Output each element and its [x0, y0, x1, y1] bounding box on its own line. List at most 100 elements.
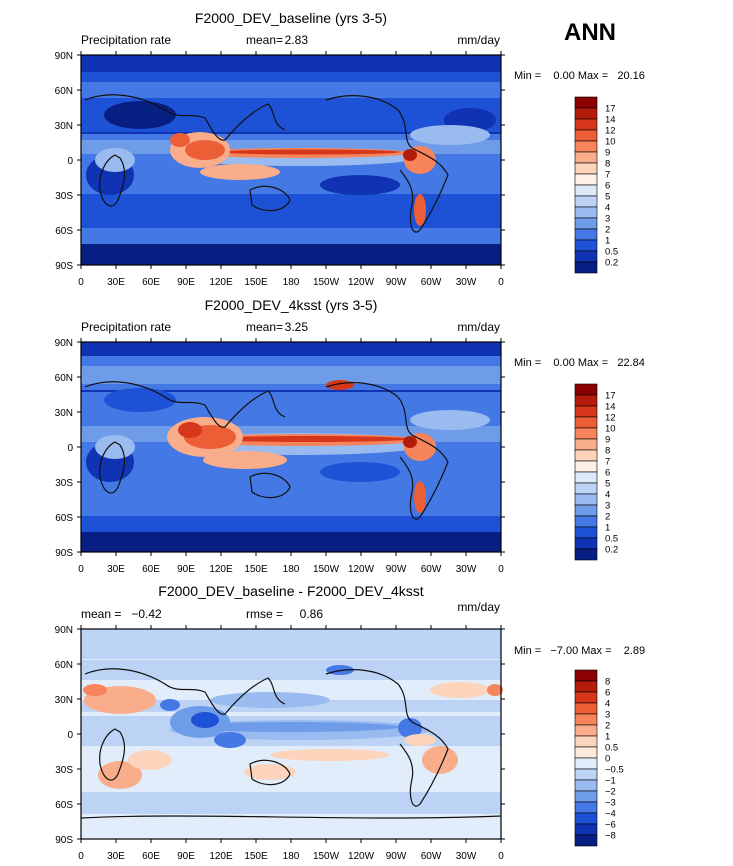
- colorbar-label: 3: [605, 501, 610, 512]
- panel-1-y-axis: 90N 60N 30N 0 30S 60S 90S: [55, 51, 74, 272]
- svg-text:90E: 90E: [177, 564, 195, 575]
- colorbar-label: 9: [605, 148, 610, 159]
- colorbar-label: 7: [605, 170, 610, 181]
- colorbar-swatch: [574, 394, 598, 407]
- colorbar-swatch: [574, 834, 598, 847]
- svg-text:60S: 60S: [55, 226, 73, 237]
- svg-text:90E: 90E: [177, 851, 195, 862]
- colorbar-swatch: [574, 691, 598, 704]
- svg-text:90N: 90N: [55, 51, 73, 62]
- colorbar-label: −3: [605, 798, 616, 809]
- colorbar-label: 0.2: [605, 545, 618, 556]
- svg-text:150W: 150W: [313, 564, 340, 575]
- colorbar-label: 5: [605, 192, 610, 203]
- svg-text:60E: 60E: [142, 277, 160, 288]
- panel-2-units: mm/day: [457, 320, 500, 334]
- colorbar-label: 4: [605, 699, 610, 710]
- colorbar-swatch: [574, 96, 598, 109]
- svg-text:90E: 90E: [177, 277, 195, 288]
- colorbar-label: 1: [605, 523, 610, 534]
- svg-text:60N: 60N: [55, 373, 73, 384]
- colorbar-label: 0.5: [605, 743, 618, 754]
- colorbar-label: −2: [605, 787, 616, 798]
- colorbar-label: 9: [605, 435, 610, 446]
- colorbar-label: 8: [605, 677, 610, 688]
- svg-text:90W: 90W: [386, 851, 407, 862]
- svg-text:30E: 30E: [107, 564, 125, 575]
- panel-3-x-axis: 0 30E 60E 90E 120E 150E 180 150W 120W 90W 60W 30W 0: [78, 851, 504, 862]
- colorbar-label: 4: [605, 490, 610, 501]
- colorbar-label: 4: [605, 203, 610, 214]
- svg-text:30E: 30E: [107, 851, 125, 862]
- panel-2-coastlines: [84, 381, 449, 520]
- colorbar-swatch: [574, 680, 598, 693]
- colorbar-label: 1: [605, 236, 610, 247]
- svg-text:0: 0: [78, 851, 84, 862]
- colorbar-swatch: [574, 239, 598, 252]
- colorbar-swatch: [574, 702, 598, 715]
- colorbar-swatch: [574, 383, 598, 396]
- colorbar-swatch: [574, 449, 598, 462]
- colorbar-swatch: [574, 746, 598, 759]
- colorbar-label: −4: [605, 809, 616, 820]
- panel-3-minmax: Min = −7.00 Max = 2.89: [514, 645, 645, 657]
- colorbar-swatch: [574, 526, 598, 539]
- colorbar-swatch: [574, 405, 598, 418]
- colorbar-swatch: [574, 669, 598, 682]
- svg-text:90N: 90N: [55, 338, 73, 349]
- colorbar-swatch: [574, 140, 598, 153]
- panel-1-minmax: Min = 0.00 Max = 20.16: [514, 70, 645, 82]
- colorbar-label: 17: [605, 104, 616, 115]
- svg-text:30S: 30S: [55, 478, 73, 489]
- panel-3-y-axis: 90N 60N 30N 0 30S 60S 90S: [55, 625, 74, 846]
- svg-text:30W: 30W: [456, 564, 477, 575]
- svg-text:0: 0: [78, 564, 84, 575]
- colorbar-label: 6: [605, 688, 610, 699]
- svg-text:0: 0: [67, 156, 73, 167]
- svg-text:60N: 60N: [55, 660, 73, 671]
- svg-text:60W: 60W: [421, 277, 442, 288]
- panel-1-x-axis: 0 30E 60E 90E 120E 150E 180 150W 120W 90W 60W 30W 0: [78, 277, 504, 288]
- colorbar-swatch: [574, 427, 598, 440]
- svg-text:150W: 150W: [313, 851, 340, 862]
- svg-text:150E: 150E: [244, 564, 268, 575]
- colorbar-label: 3: [605, 214, 610, 225]
- colorbar-swatch: [574, 228, 598, 241]
- colorbar-swatch: [574, 768, 598, 781]
- colorbar-swatch: [574, 107, 598, 120]
- svg-text:90W: 90W: [386, 277, 407, 288]
- colorbar-swatch: [574, 162, 598, 175]
- colorbar-swatch: [574, 823, 598, 836]
- colorbar-label: 8: [605, 159, 610, 170]
- svg-text:30S: 30S: [55, 191, 73, 202]
- panel-1-title: F2000_DEV_baseline (yrs 3-5): [195, 10, 387, 26]
- svg-text:0: 0: [498, 277, 504, 288]
- colorbar-label: 2: [605, 512, 610, 523]
- svg-text:120E: 120E: [209, 851, 233, 862]
- panel-1-coastlines: [84, 94, 449, 233]
- colorbar-swatch: [574, 460, 598, 473]
- svg-text:180: 180: [283, 277, 300, 288]
- axis-ticks: [77, 51, 505, 843]
- panel-1-units: mm/day: [457, 33, 500, 47]
- colorbar-label: 0: [605, 754, 610, 765]
- colorbar-label: 6: [605, 468, 610, 479]
- svg-text:120W: 120W: [348, 851, 375, 862]
- colorbar-label: 2: [605, 721, 610, 732]
- panel-2-x-axis: 0 30E 60E 90E 120E 150E 180 150W 120W 90W 60W 30W 0: [78, 564, 504, 575]
- colorbar-swatch: [574, 206, 598, 219]
- panel-2: F2000_DEV_4ksst (yrs 3-5) Precipitation …: [55, 297, 645, 575]
- svg-text:150E: 150E: [244, 277, 268, 288]
- svg-text:30S: 30S: [55, 765, 73, 776]
- svg-text:0: 0: [78, 277, 84, 288]
- panel-1-mean-value: 2.83: [285, 33, 309, 47]
- svg-text:120W: 120W: [348, 277, 375, 288]
- svg-text:150W: 150W: [313, 277, 340, 288]
- svg-text:30N: 30N: [55, 695, 73, 706]
- svg-text:90W: 90W: [386, 564, 407, 575]
- panel-2-left-label: Precipitation rate: [81, 320, 171, 334]
- svg-text:0: 0: [498, 851, 504, 862]
- colorbar-swatch: [574, 173, 598, 186]
- colorbar-label: 14: [605, 402, 616, 413]
